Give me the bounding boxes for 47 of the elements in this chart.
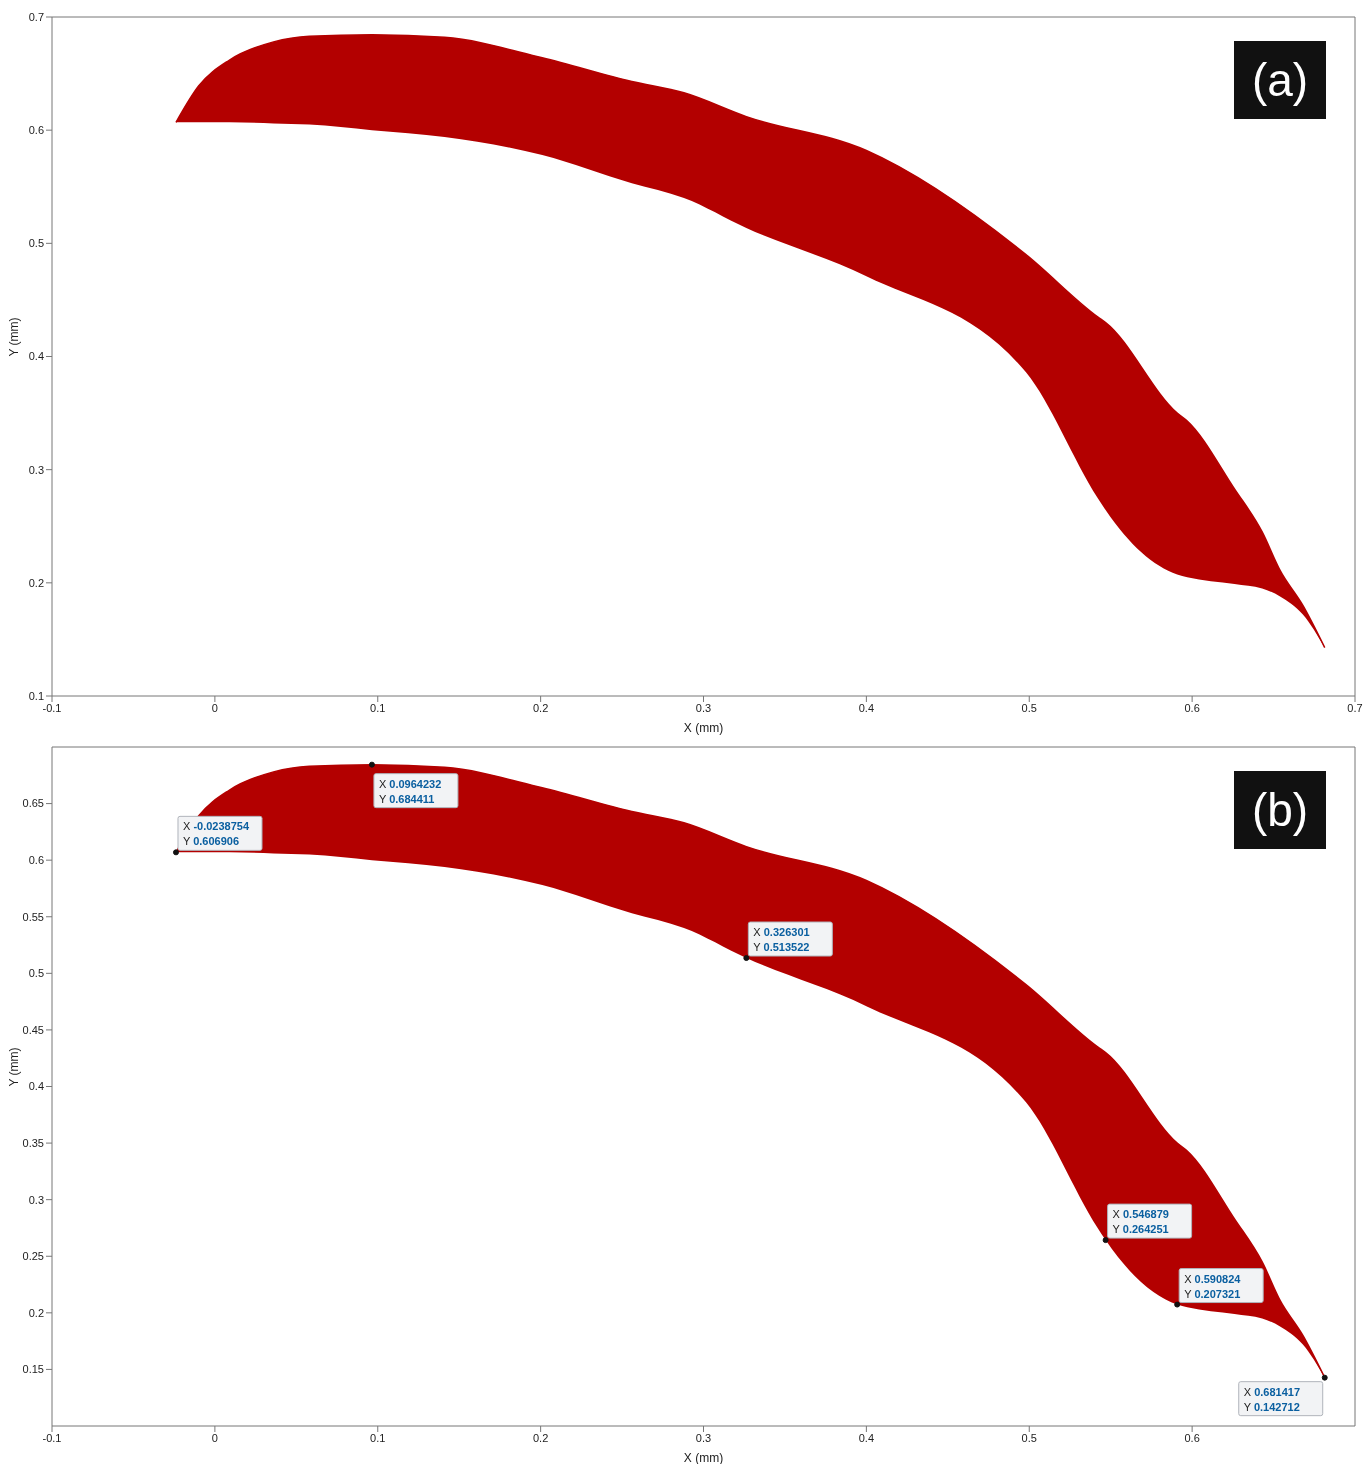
y-tick-label: 0.55 bbox=[22, 910, 44, 923]
x-tick-label: 0.5 bbox=[1021, 701, 1037, 714]
y-tick-label: 0.1 bbox=[28, 689, 44, 702]
y-axis-title: Y (mm) bbox=[7, 317, 22, 357]
x-tick-label: 0 bbox=[211, 1431, 218, 1444]
y-tick-label: 0.3 bbox=[28, 463, 44, 476]
y-tick-label: 0.6 bbox=[28, 854, 44, 867]
annotation: (b) bbox=[1234, 771, 1326, 849]
y-tick-label: 0.2 bbox=[28, 576, 44, 589]
annotation: (a) bbox=[1234, 41, 1326, 119]
y-tick-label: 0.45 bbox=[22, 1023, 44, 1036]
annotation: X 0.681417 Y 0.142712 bbox=[1243, 1385, 1301, 1413]
x-tick-label: 0.1 bbox=[370, 701, 386, 714]
x-axis-title: X (mm) bbox=[683, 1451, 724, 1464]
x-tick-label: 0.1 bbox=[370, 1431, 386, 1444]
y-tick-label: 0.3 bbox=[28, 1193, 44, 1206]
x-tick-label: 0.5 bbox=[1021, 1431, 1037, 1444]
annotation: X 0.590824 Y 0.207321 bbox=[1184, 1272, 1242, 1300]
annotation: X 0.326301 Y 0.513522 bbox=[753, 926, 810, 954]
annotation: X -0.0238754 Y 0.606906 bbox=[182, 820, 250, 848]
x-tick-label: 0.6 bbox=[1184, 701, 1200, 714]
y-tick-label: 0.35 bbox=[22, 1136, 44, 1149]
y-tick-label: 0.4 bbox=[28, 350, 44, 363]
y-tick-label: 0.7 bbox=[28, 10, 44, 23]
y-tick-label: 0.5 bbox=[28, 967, 44, 980]
y-tick-label: 0.4 bbox=[28, 1080, 44, 1093]
x-tick-label: 0.6 bbox=[1184, 1431, 1200, 1444]
y-tick-label: 0.6 bbox=[28, 124, 44, 137]
x-axis-title: X (mm) bbox=[683, 721, 724, 735]
y-tick-label: 0.65 bbox=[22, 797, 44, 810]
x-tick-label: 0 bbox=[211, 701, 218, 714]
x-tick-label: 0.2 bbox=[532, 1431, 549, 1444]
x-tick-label: -0.1 bbox=[42, 701, 62, 714]
y-tick-label: 0.5 bbox=[28, 237, 44, 250]
x-tick-label: 0.2 bbox=[532, 701, 549, 714]
annotation: X 0.546879 Y 0.264251 bbox=[1112, 1208, 1169, 1236]
annotation: X 0.0964232 Y 0.684411 bbox=[378, 777, 442, 805]
x-tick-label: 0.3 bbox=[695, 1431, 712, 1444]
x-tick-label: -0.1 bbox=[42, 1431, 62, 1444]
x-tick-label: 0.3 bbox=[695, 701, 712, 714]
x-tick-label: 0.4 bbox=[858, 701, 875, 714]
y-tick-label: 0.15 bbox=[22, 1363, 44, 1376]
x-tick-label: 0.4 bbox=[858, 1431, 875, 1444]
x-tick-label: 0.7 bbox=[1347, 701, 1363, 714]
y-tick-label: 0.2 bbox=[28, 1306, 44, 1319]
y-tick-label: 0.25 bbox=[22, 1250, 44, 1263]
y-axis-title: Y (mm) bbox=[7, 1047, 22, 1087]
